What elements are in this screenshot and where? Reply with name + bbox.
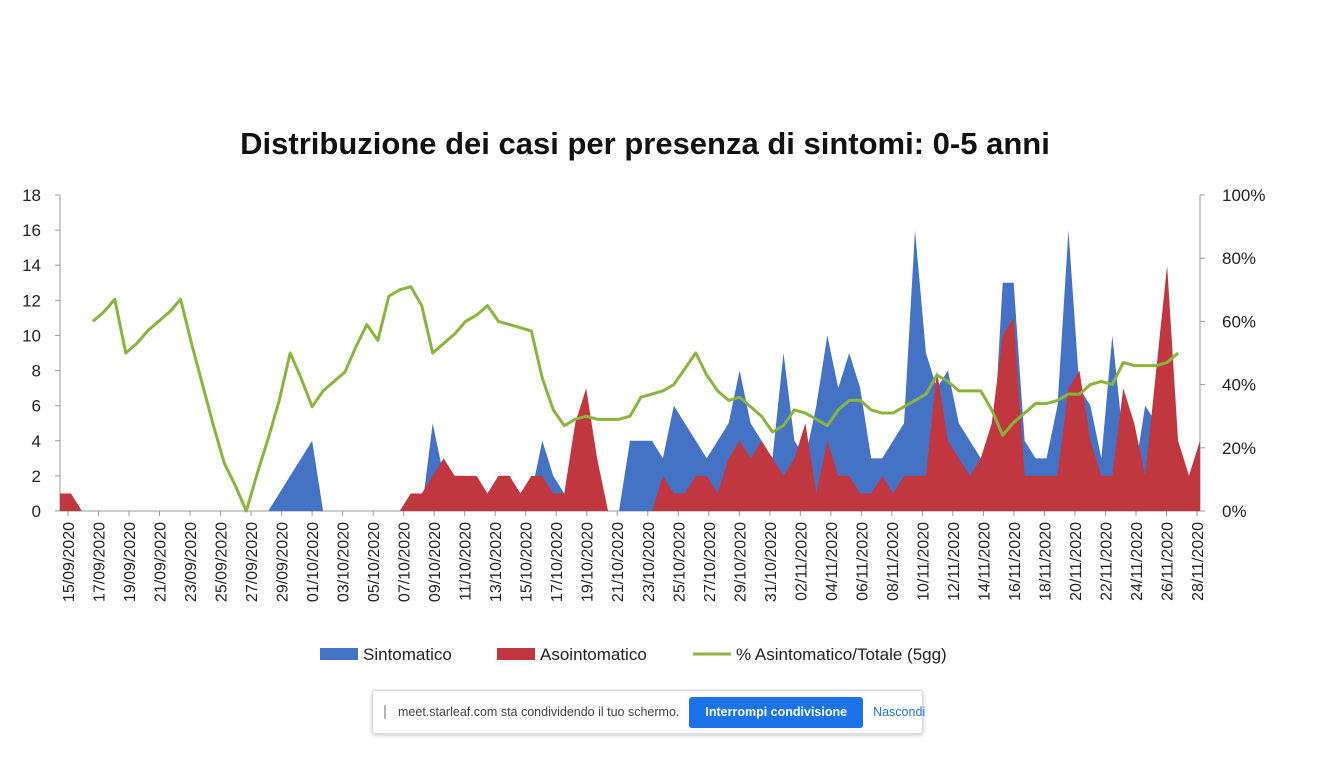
x-tick-label: 18/11/2020	[1037, 522, 1054, 601]
y-right-tick-label: 20%	[1222, 439, 1256, 458]
y-right-tick-label: 60%	[1222, 312, 1256, 331]
legend-swatch	[497, 648, 535, 660]
y-left-tick-label: 4	[32, 432, 41, 451]
x-tick-label: 19/10/2020	[580, 522, 597, 602]
x-tick-label: 16/11/2020	[1007, 522, 1024, 601]
x-tick-label: 17/09/2020	[92, 522, 109, 602]
legend-item: Sintomatico	[320, 645, 452, 664]
x-tick-label: 03/10/2020	[336, 522, 353, 602]
x-tick-label: 09/10/2020	[427, 522, 444, 602]
x-tick-label: 29/09/2020	[275, 522, 292, 602]
x-tick-label: 31/10/2020	[763, 522, 780, 602]
x-tick-label: 15/09/2020	[61, 522, 78, 602]
legend-item: Asointomatico	[497, 645, 647, 664]
y-left-tick-label: 6	[32, 397, 41, 416]
x-tick-label: 15/10/2020	[519, 522, 536, 602]
x-tick-label: 29/10/2020	[732, 522, 749, 602]
x-tick-label: 21/09/2020	[153, 522, 170, 602]
y-left-tick-label: 10	[22, 326, 41, 345]
x-tick-label: 02/11/2020	[793, 522, 810, 601]
stop-sharing-button[interactable]: Interrompi condivisione	[689, 696, 864, 728]
series-line-0	[91, 285, 1180, 513]
legend-swatch	[320, 648, 358, 660]
y-left-tick-label: 12	[22, 291, 41, 310]
y-right-tick-label: 0%	[1222, 502, 1247, 521]
x-tick-label: 06/11/2020	[854, 522, 871, 601]
y-left-tick-label: 18	[22, 186, 41, 205]
x-tick-label: 07/10/2020	[397, 522, 414, 602]
legend-item: % Asintomatico/Totale (5gg)	[693, 645, 947, 664]
series-area-1	[60, 265, 1200, 511]
hide-link[interactable]: Nascondi	[873, 705, 926, 719]
legend-label: Asointomatico	[540, 645, 647, 664]
y-left-tick-label: 8	[32, 362, 41, 381]
x-tick-label: 23/09/2020	[183, 522, 200, 602]
x-tick-label: 13/10/2020	[488, 522, 505, 602]
x-tick-label: 14/11/2020	[976, 522, 993, 601]
x-tick-label: 20/11/2020	[1068, 522, 1085, 601]
legend-label: Sintomatico	[363, 645, 452, 664]
y-left-tick-label: 14	[22, 256, 41, 275]
x-tick-label: 24/11/2020	[1129, 522, 1146, 601]
x-tick-label: 11/10/2020	[458, 522, 475, 601]
x-tick-label: 21/10/2020	[610, 522, 627, 602]
x-tick-label: 01/10/2020	[305, 522, 322, 602]
x-tick-label: 22/11/2020	[1099, 522, 1116, 601]
x-tick-label: 10/11/2020	[915, 522, 932, 601]
x-tick-label: 28/11/2020	[1190, 522, 1207, 601]
y-right-tick-label: 80%	[1222, 249, 1256, 268]
screen-share-bar: meet.starleaf.com sta condividendo il tu…	[372, 690, 926, 734]
x-tick-label: 12/11/2020	[946, 522, 963, 601]
legend-label: % Asintomatico/Totale (5gg)	[736, 645, 947, 664]
x-tick-label: 25/09/2020	[214, 522, 231, 602]
chart-title: Distribuzione dei casi per presenza di s…	[240, 126, 1050, 161]
y-right-tick-label: 100%	[1222, 186, 1265, 205]
share-message: meet.starleaf.com sta condividendo il tu…	[398, 705, 680, 719]
x-tick-label: 27/10/2020	[702, 522, 719, 602]
y-left-tick-label: 0	[32, 502, 41, 521]
x-tick-label: 27/09/2020	[244, 522, 261, 602]
x-tick-label: 05/10/2020	[366, 522, 383, 602]
x-tick-label: 26/11/2020	[1160, 522, 1177, 601]
y-left-tick-label: 16	[22, 221, 41, 240]
x-tick-label: 04/11/2020	[824, 522, 841, 601]
y-left-tick-label: 2	[32, 467, 41, 486]
x-tick-label: 19/09/2020	[122, 522, 139, 602]
x-tick-label: 25/10/2020	[671, 522, 688, 602]
y-right-tick-label: 40%	[1222, 376, 1256, 395]
series-area-0	[60, 230, 1200, 512]
x-tick-label: 17/10/2020	[549, 522, 566, 602]
drag-handle-icon[interactable]	[384, 705, 386, 719]
x-tick-label: 23/10/2020	[641, 522, 658, 602]
x-tick-label: 08/11/2020	[885, 522, 902, 601]
